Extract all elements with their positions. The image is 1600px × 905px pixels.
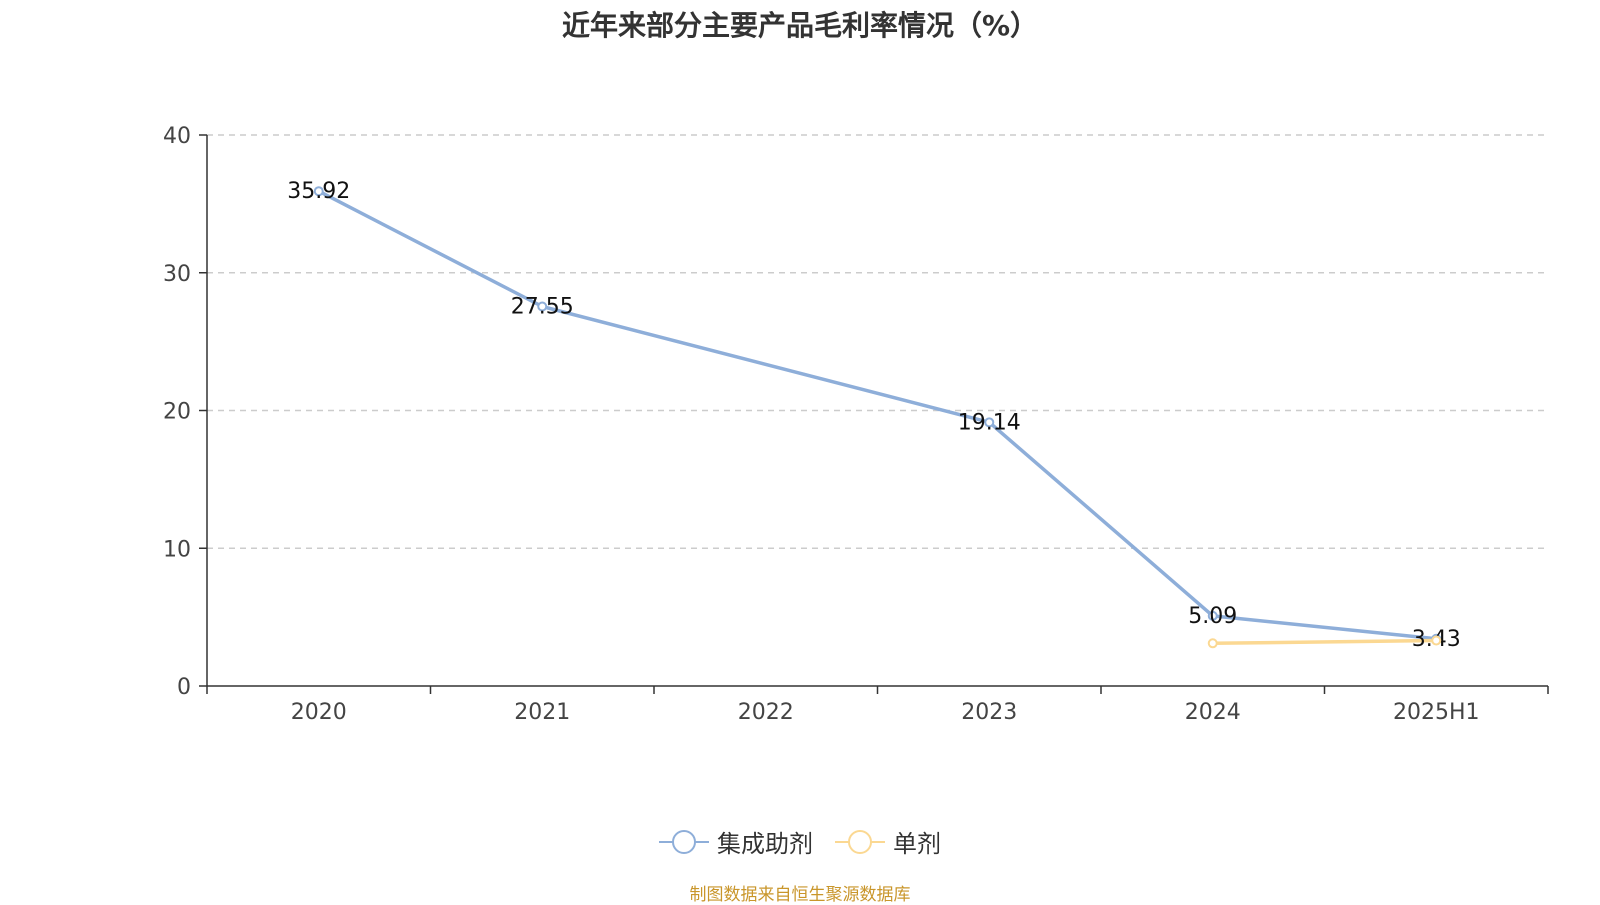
x-tick-label-2020: 2020 <box>291 700 347 725</box>
data-point-s1-2021 <box>537 301 548 312</box>
y-tick-label-40: 40 <box>163 124 191 149</box>
x-tick-label-2021: 2021 <box>514 700 570 725</box>
y-tick-label-0: 0 <box>177 675 191 700</box>
data-point-s2-2025H1 <box>1431 635 1442 646</box>
legend-swatch-series-2 <box>835 828 885 856</box>
legend-item-series-1[interactable]: 集成助剂 <box>659 824 813 859</box>
x-tick-label-2023: 2023 <box>961 700 1017 725</box>
data-point-s1-2023 <box>984 417 995 428</box>
data-label-s1-2020: 35.92 <box>287 179 350 204</box>
data-label-s1-2021: 27.55 <box>511 294 574 319</box>
y-tick-label-20: 20 <box>163 400 191 425</box>
data-point-s1-2020 <box>313 186 324 197</box>
legend-swatch-series-1 <box>659 828 709 856</box>
series-line-2 <box>1211 638 1439 646</box>
legend: 集成助剂 单剂 <box>0 824 1600 859</box>
legend-item-series-2[interactable]: 单剂 <box>835 824 941 859</box>
source-note: 制图数据来自恒生聚源数据库 <box>689 885 911 905</box>
data-point-s1-2024 <box>1207 610 1218 621</box>
x-tick-label-2025H1: 2025H1 <box>1393 700 1480 725</box>
y-tick-label-10: 10 <box>163 537 191 562</box>
legend-label-series-2: 单剂 <box>893 830 941 858</box>
data-point-s2-2024 <box>1207 638 1218 649</box>
x-tick-label-2024: 2024 <box>1185 700 1241 725</box>
x-tick-label-2022: 2022 <box>738 700 794 725</box>
data-label-s1-2023: 19.14 <box>958 410 1021 435</box>
series-line-1 <box>317 189 1439 641</box>
data-label-s1-2024: 5.09 <box>1188 604 1237 629</box>
legend-label-series-1: 集成助剂 <box>717 830 813 858</box>
y-tick-label-30: 30 <box>163 262 191 287</box>
chart-title: 近年来部分主要产品毛利率情况（%） <box>561 9 1039 42</box>
